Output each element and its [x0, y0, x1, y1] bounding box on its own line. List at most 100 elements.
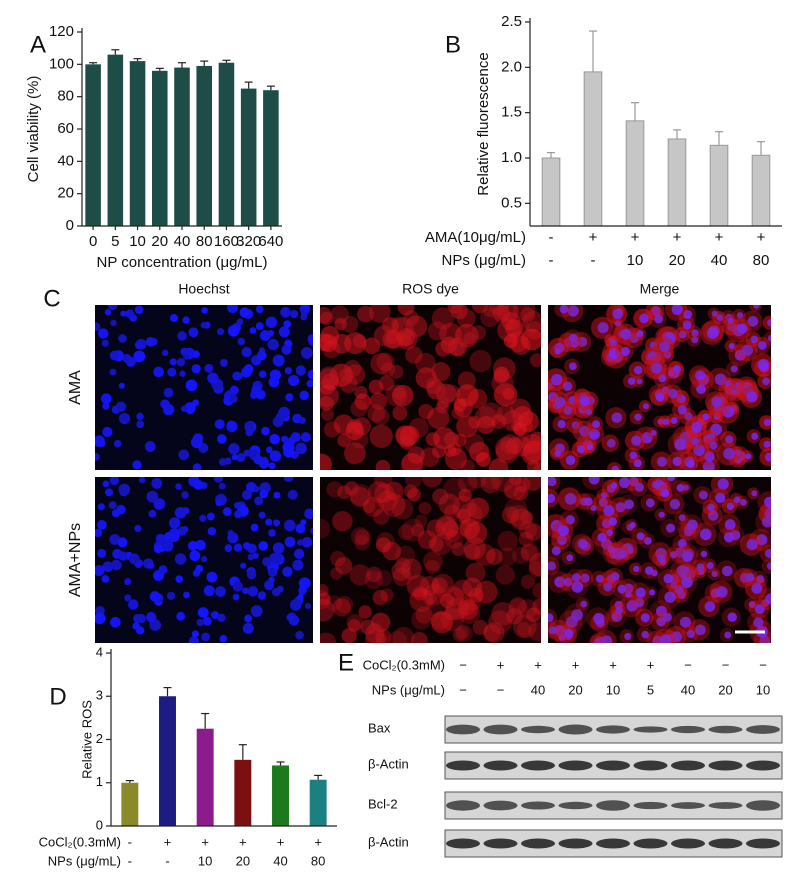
cell-ros — [463, 332, 476, 345]
cell-ros — [391, 384, 414, 407]
cell-ros — [350, 399, 368, 417]
cell-nucleus — [635, 587, 646, 598]
cell-nucleus — [589, 428, 600, 440]
micrograph — [320, 477, 541, 643]
cell-nucleus — [649, 589, 656, 596]
cell-ros — [443, 477, 467, 501]
bar — [152, 70, 168, 226]
cell-ros — [422, 590, 437, 605]
micrograph — [548, 477, 771, 643]
cell-nucleus — [716, 314, 724, 322]
blot-band — [633, 838, 668, 849]
row-label: AMA — [67, 370, 84, 405]
cell-ros — [404, 477, 422, 489]
cell-ros — [438, 493, 460, 515]
cell-nucleus — [133, 350, 146, 363]
cell-nucleus — [306, 379, 313, 388]
cell-ros — [320, 589, 331, 610]
cell-ros — [385, 384, 408, 407]
cell-nucleus — [276, 585, 284, 593]
micrograph — [548, 305, 771, 470]
micrograph — [95, 477, 313, 643]
cell-ros — [520, 574, 536, 589]
cell-nucleus — [300, 346, 313, 359]
cell-ros — [451, 542, 466, 556]
cell-ros — [332, 510, 353, 532]
cell-nucleus — [258, 541, 269, 551]
cell-ros — [463, 543, 481, 561]
band-label: β-Actin — [368, 756, 409, 771]
cell-nucleus — [189, 550, 201, 562]
cell-nucleus — [284, 367, 293, 375]
cell-nucleus — [97, 519, 107, 530]
cell-nucleus — [257, 591, 267, 600]
cell-ros — [510, 508, 533, 531]
cell-ros — [444, 444, 457, 457]
error-bar — [266, 85, 275, 91]
cell-nucleus — [147, 562, 155, 569]
y-tick-label: 2.0 — [501, 58, 522, 75]
cell-ros — [365, 623, 385, 643]
cell-nucleus — [565, 515, 575, 525]
cell-nucleus — [124, 578, 132, 586]
cell-nucleus — [290, 309, 299, 319]
cell-ros — [477, 415, 496, 434]
cell-nucleus — [647, 351, 658, 361]
cell-nucleus — [102, 426, 113, 438]
cell-nucleus — [750, 335, 759, 344]
cell-nucleus — [569, 333, 578, 342]
cell-nucleus — [600, 491, 608, 499]
cell-nucleus — [192, 463, 202, 470]
cell-ros — [472, 619, 488, 635]
cell-ros — [520, 511, 534, 524]
x-tick-label: 0 — [89, 233, 97, 250]
cell-ros — [411, 609, 432, 630]
cell-ros — [401, 453, 424, 470]
cell-nucleus — [586, 444, 594, 451]
cell-nucleus — [563, 628, 574, 638]
cell-ros — [467, 477, 487, 489]
cell-nucleus — [665, 523, 676, 533]
x-tick-label: 640 — [258, 233, 283, 250]
cell-ros — [401, 518, 425, 542]
cell-ros — [392, 567, 412, 587]
cell-nucleus — [700, 550, 708, 558]
cell-nucleus — [722, 405, 735, 418]
cell-nucleus — [118, 551, 128, 561]
blot-band — [483, 724, 518, 735]
cell-nucleus — [295, 523, 306, 534]
condition-value: - — [549, 252, 554, 269]
cell-nucleus — [307, 333, 313, 344]
cell-nucleus — [138, 477, 146, 484]
cell-nucleus — [118, 483, 131, 496]
cell-nucleus — [163, 387, 174, 398]
cell-nucleus — [597, 322, 609, 334]
cell-nucleus — [95, 565, 105, 577]
cell-ros — [493, 366, 510, 383]
condition-value: - — [165, 853, 169, 868]
condition-value: + — [201, 834, 209, 849]
cell-nucleus — [617, 584, 627, 594]
cell-nucleus — [268, 529, 276, 537]
blot-band — [446, 800, 480, 811]
condition-value: + — [609, 657, 617, 672]
cell-nucleus — [167, 367, 177, 377]
cell-nucleus — [562, 381, 573, 391]
cell-ros — [330, 551, 346, 567]
cell-ros — [532, 598, 541, 615]
cell-nucleus — [643, 537, 652, 545]
cell-ros — [488, 458, 509, 470]
cell-nucleus — [310, 527, 313, 535]
error-bar — [163, 686, 172, 697]
x-axis-label: NP concentration (μg/mL) — [97, 254, 268, 271]
cell-nucleus — [618, 477, 630, 489]
cell-ros — [374, 483, 395, 503]
cell-nucleus — [707, 503, 715, 512]
cell-ros — [456, 508, 472, 523]
cell-ros — [458, 502, 483, 527]
x-tick-label: 160 — [214, 233, 239, 250]
cell-nucleus — [597, 532, 607, 542]
cell-nucleus — [756, 534, 768, 546]
cell-ros — [373, 477, 393, 488]
cell-nucleus — [629, 451, 638, 460]
